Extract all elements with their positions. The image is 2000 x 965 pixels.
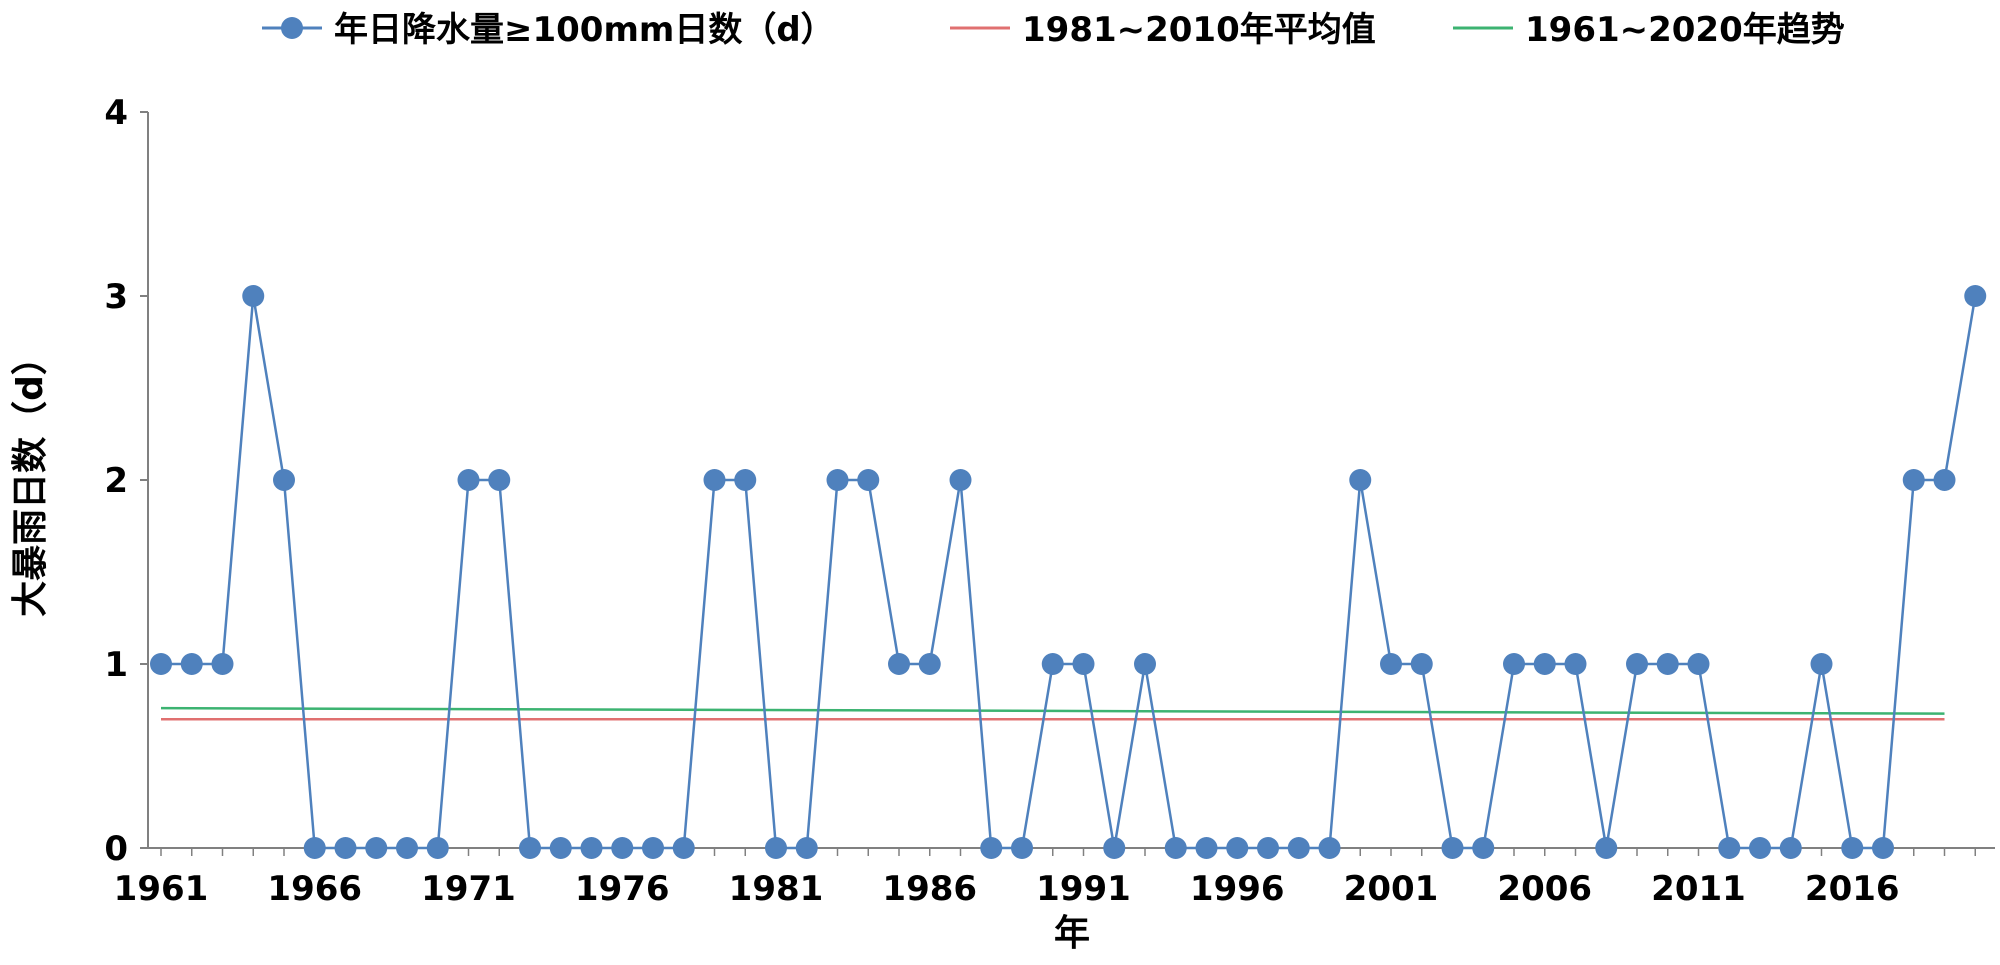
data-point-2015 [1810,653,1833,675]
data-point-1998 [1287,837,1310,859]
data-point-2016 [1841,837,1864,859]
legend-item-1: 1981~2010年平均值 [950,10,1376,50]
data-point-2013 [1749,837,1771,859]
data-point-1979 [703,469,726,491]
data-point-2006 [1533,653,1556,675]
legend-label-1: 1981~2010年平均值 [1022,10,1376,50]
y-axis-title: 大暴雨日数（d） [10,339,51,617]
x-tick-label: 1996 [1190,869,1285,909]
data-point-1981 [765,837,787,859]
y-tick-label: 0 [104,829,128,869]
data-point-1976 [611,837,634,859]
data-point-1989 [1011,837,1033,859]
x-tick-label: 1991 [1036,869,1131,909]
data-point-2007 [1564,653,1587,675]
data-point-1977 [642,837,664,859]
series-line [161,295,1977,850]
data-point-1993 [1134,653,1156,675]
data-point-1973 [519,837,541,859]
x-tick-label: 1961 [114,869,209,909]
data-point-1967 [334,837,357,859]
x-tick-label: 1976 [575,869,670,909]
data-point-1969 [396,837,418,859]
legend-item-2: 1961~2020年趋势 [1453,10,1845,50]
x-ticks: 1961 1966 1971 1976 1981 1986 1991 1996 2001 2006… [114,848,1976,909]
data-point-2000 [1349,469,1372,491]
data-point-2001 [1380,653,1402,675]
x-tick-label: 2011 [1651,869,1746,909]
y-tick-label: 3 [104,277,128,317]
data-point-2003 [1441,837,1464,859]
data-point-1963 [211,653,234,675]
legend-label-0: 年日降水量≥100mm日数（d） [334,10,835,50]
data-point-2012 [1718,837,1741,859]
data-point-1991 [1072,653,1095,675]
data-point-1995 [1195,837,1218,859]
y-tick-label: 1 [104,645,128,685]
data-point-1996 [1226,837,1249,859]
data-point-2011 [1687,653,1710,675]
y-ticks: 0 1 2 3 4 [104,93,148,869]
x-tick-label: 1971 [421,869,516,909]
data-point-1984 [857,469,880,491]
x-tick-label: 1966 [267,869,362,909]
data-point-1994 [1164,837,1187,859]
data-point-1988 [980,837,1003,859]
data-point-1966 [303,837,326,859]
x-axis-title: 年 [1054,913,1090,954]
data-point-1992 [1103,837,1126,859]
data-point-2004 [1472,837,1495,859]
data-point-1971 [457,469,480,491]
data-point-1961 [150,653,172,675]
legend: 年日降水量≥100mm日数（d） 1981~2010年平均值 1961~2020… [262,10,1845,50]
data-point-1965 [273,469,295,491]
data-point-1962 [180,653,203,675]
data-point-1972 [488,469,511,491]
series-layer [150,285,1987,859]
legend-label-2: 1961~2020年趋势 [1525,10,1845,50]
y-tick-label: 2 [104,461,128,501]
data-point-2009 [1626,653,1648,675]
data-point-2010 [1656,653,1679,675]
data-point-2019 [1933,469,1956,491]
data-point-1964 [242,285,265,307]
x-tick-label: 2016 [1805,869,1900,909]
data-point-1970 [426,837,449,859]
x-tick-label: 1986 [882,869,977,909]
data-point-2020 [1964,285,1987,307]
data-point-1999 [1318,837,1341,859]
data-point-1990 [1041,653,1064,675]
y-tick-label: 4 [104,93,128,133]
data-point-1985 [888,653,910,675]
data-point-2018 [1902,469,1925,491]
data-point-1983 [826,469,849,491]
data-point-2014 [1779,837,1802,859]
data-point-1974 [549,837,572,859]
data-point-1975 [580,837,603,859]
data-point-2017 [1872,837,1894,859]
data-point-1978 [672,837,695,859]
legend-item-0: 年日降水量≥100mm日数（d） [262,10,835,50]
data-point-1987 [949,469,972,491]
data-point-2005 [1503,653,1525,675]
data-point-1982 [795,837,818,859]
x-tick-label: 1981 [729,869,824,909]
data-point-1980 [734,469,757,491]
x-tick-label: 2001 [1344,869,1439,909]
data-point-1968 [365,837,388,859]
data-point-2002 [1410,653,1433,675]
trend-line [160,706,1945,715]
x-tick-label: 2006 [1497,869,1592,909]
data-point-1986 [918,653,941,675]
data-point-1997 [1257,837,1279,859]
legend-swatch-marker-0 [281,17,303,39]
data-point-2008 [1595,837,1618,859]
